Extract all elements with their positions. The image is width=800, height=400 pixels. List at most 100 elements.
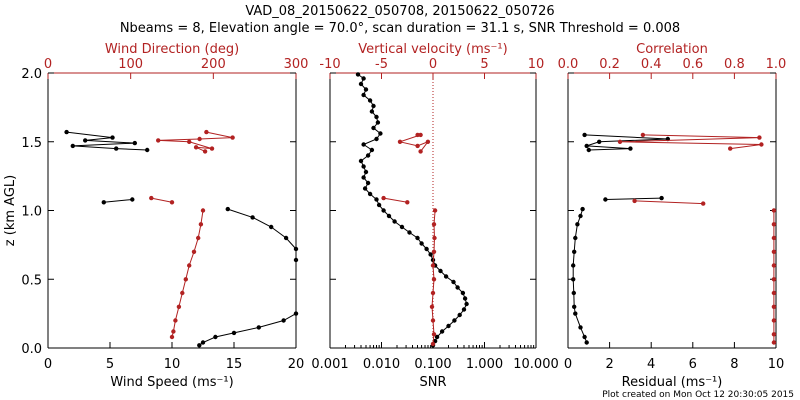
red-data-point — [431, 277, 437, 282]
black-data-point — [130, 197, 135, 202]
black-data-point — [367, 191, 373, 197]
black-data-point — [363, 87, 369, 92]
top-tick-label: 5 — [480, 57, 488, 72]
top-tick-label: 1.0 — [766, 57, 787, 72]
chart-title-line1: VAD_08_20150622_050708, 20150622_050726 — [245, 4, 554, 19]
red-data-point — [397, 139, 403, 144]
black-series-line — [227, 208, 297, 260]
bottom-tick-label: 0 — [564, 357, 572, 372]
red-data-point — [430, 341, 436, 347]
black-data-point — [293, 246, 299, 252]
red-data-point — [430, 290, 436, 296]
black-data-point — [374, 114, 379, 120]
black-data-point — [582, 334, 587, 340]
bottom-tick-label: 5 — [106, 357, 114, 372]
top-axis-label: Wind Direction (deg) — [105, 42, 239, 57]
black-data-point — [293, 311, 299, 316]
black-data-point — [580, 206, 585, 212]
y-tick-label: 0.5 — [21, 273, 42, 288]
bottom-tick-label: 10 — [768, 357, 785, 372]
red-data-point — [771, 290, 777, 296]
black-data-point — [659, 195, 664, 201]
red-data-point — [771, 277, 777, 282]
red-data-point — [169, 200, 175, 205]
black-data-point — [452, 318, 457, 323]
red-data-point — [771, 263, 777, 268]
black-data-point — [361, 175, 366, 180]
red-data-point — [187, 263, 192, 268]
x-axis-label: Wind Speed (ms⁻¹) — [110, 375, 233, 390]
red-data-point — [187, 139, 192, 144]
black-data-point — [399, 224, 405, 230]
red-data-point — [430, 263, 436, 268]
black-data-point — [464, 301, 469, 307]
black-data-point — [374, 197, 379, 202]
red-data-point — [771, 208, 777, 213]
black-data-point — [461, 307, 467, 312]
red-data-point — [171, 329, 176, 334]
bottom-tick-label: 8 — [730, 357, 738, 372]
black-data-point — [460, 290, 466, 296]
black-data-point — [361, 92, 366, 98]
black-data-point — [419, 241, 424, 246]
red-series-line — [383, 197, 408, 203]
black-data-point — [378, 131, 383, 136]
red-data-point — [430, 318, 436, 323]
black-data-point — [573, 235, 578, 241]
black-data-point — [365, 180, 371, 186]
black-data-point — [83, 138, 88, 143]
red-data-point — [418, 149, 423, 154]
red-data-point — [771, 235, 777, 241]
black-data-point — [415, 235, 420, 241]
red-data-point — [197, 136, 202, 142]
black-data-point — [231, 330, 237, 336]
red-data-point — [632, 198, 637, 204]
black-data-point — [225, 206, 230, 212]
bottom-tick-label: 1.000 — [466, 357, 503, 372]
black-data-point — [213, 334, 218, 340]
top-tick-label: 100 — [118, 57, 143, 72]
black-data-point — [578, 213, 583, 219]
red-series-line — [619, 134, 762, 150]
bottom-tick-label: 10.000 — [513, 357, 559, 372]
red-data-point — [183, 277, 188, 282]
black-data-point — [371, 103, 376, 109]
black-data-point — [603, 197, 608, 202]
black-data-point — [365, 153, 371, 158]
red-data-point — [198, 222, 204, 227]
black-data-point — [381, 208, 386, 213]
black-data-point — [578, 325, 583, 330]
black-series-line — [357, 73, 468, 346]
red-data-point — [196, 235, 201, 241]
black-data-point — [575, 222, 580, 227]
red-data-point — [202, 149, 208, 154]
bottom-tick-label: 6 — [689, 357, 697, 372]
bottom-tick-label: 0.001 — [311, 357, 348, 372]
bottom-tick-label: 2 — [605, 357, 613, 372]
bottom-tick-label: 0 — [44, 357, 52, 372]
black-data-point — [197, 343, 202, 348]
black-data-point — [438, 268, 443, 274]
black-data-point — [571, 277, 576, 282]
red-data-point — [425, 139, 431, 144]
black-data-point — [369, 147, 375, 153]
red-data-point — [640, 132, 646, 138]
red-data-point — [701, 201, 706, 206]
black-data-point — [462, 296, 468, 301]
black-data-point — [283, 235, 289, 241]
red-data-point — [418, 132, 423, 138]
red-data-point — [209, 146, 215, 151]
bottom-tick-label: 20 — [288, 357, 305, 372]
black-data-point — [355, 72, 361, 77]
black-data-point — [572, 304, 577, 309]
black-data-point — [114, 146, 119, 151]
top-axis-label: Correlation — [636, 42, 708, 57]
top-tick-label: 0 — [429, 57, 437, 72]
red-series-line — [398, 134, 430, 152]
red-data-point — [200, 208, 206, 213]
red-data-point — [771, 340, 777, 345]
top-axis-label: Vertical velocity (ms⁻¹) — [358, 42, 507, 57]
x-axis-label: Residual (ms⁻¹) — [622, 375, 723, 390]
y-tick-label: 1.5 — [21, 136, 42, 151]
